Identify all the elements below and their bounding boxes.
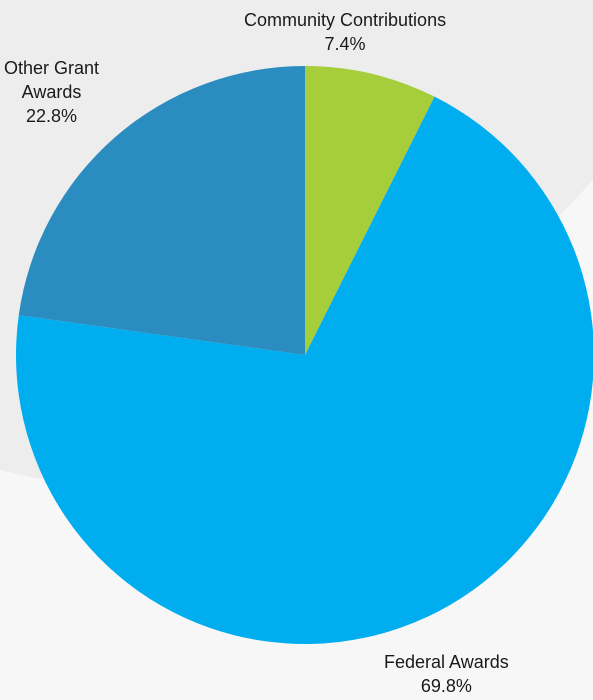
slice-value-label: 22.8%	[26, 106, 78, 126]
slice-value-label: 7.4%	[324, 34, 366, 54]
pie-slice-other-grant	[18, 66, 305, 355]
slice-name: Other Grant	[4, 58, 100, 78]
slice-name-line2: Awards	[21, 82, 82, 102]
pie-slice-community-contributions	[305, 66, 435, 355]
slice-label-federal-awards: Federal Awards 69.8%	[384, 650, 509, 698]
slice-label-other-grant-awards: Other Grant Awards 22.8%	[4, 56, 99, 128]
slice-name: Community Contributions	[244, 10, 447, 30]
slice-name: Federal Awards	[384, 652, 509, 672]
slice-value-label: 69.8%	[420, 676, 472, 696]
slice-label-community-contributions: Community Contributions 7.4%	[244, 8, 446, 56]
pie-slice-federal-awards	[16, 96, 593, 645]
